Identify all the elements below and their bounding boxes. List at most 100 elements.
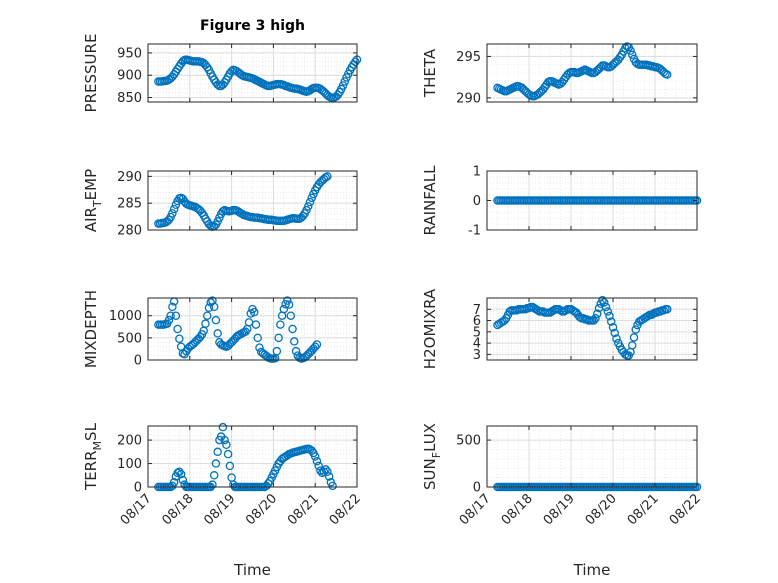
data-point: [608, 323, 618, 332]
data-series: [493, 196, 702, 205]
data-point: [288, 324, 297, 334]
panel-mixdepth: 0 500 1000 MIXDEPTH: [82, 290, 358, 369]
data-point: [204, 303, 214, 312]
data-point: [173, 324, 182, 334]
y-tick-label: 900: [117, 69, 142, 84]
data-point: [202, 311, 212, 320]
axes-box: [486, 43, 698, 103]
x-tick-label: 08/19: [541, 491, 578, 528]
data-point: [211, 459, 221, 468]
data-point: [286, 311, 296, 320]
y-tick-label: 850: [117, 91, 142, 106]
data-point: [303, 202, 313, 211]
data-point: [222, 440, 231, 450]
y-tick-label: 1000: [109, 309, 142, 324]
y-tick-label: 285: [117, 197, 142, 212]
data-point: [314, 461, 323, 471]
x-axis-label: Time: [233, 561, 271, 579]
x-tick-label: 08/19: [201, 491, 238, 528]
y-tick-label: 3: [473, 348, 481, 363]
data-point: [629, 333, 639, 342]
data-point: [164, 315, 174, 325]
chart-title: Figure 3 high: [200, 18, 305, 34]
data-point: [328, 481, 337, 491]
data-point: [321, 465, 330, 474]
y-tick-label: 290: [117, 170, 142, 185]
y-axis-label: AIRTEMP: [82, 169, 104, 232]
grid-lines: [486, 426, 698, 488]
data-series: [154, 296, 322, 363]
y-axis-label: SUNFLUX: [421, 423, 443, 490]
data-point: [312, 456, 322, 466]
y-tick-label: 0: [134, 354, 142, 369]
y-tick-label: 0: [473, 481, 481, 496]
y-tick-label: 500: [456, 434, 481, 449]
data-point: [274, 333, 283, 343]
data-point: [610, 328, 620, 338]
data-point: [663, 305, 672, 314]
data-point: [605, 311, 614, 321]
panel-pressure: 850 900 950 PRESSURE Figure 3 high: [82, 18, 362, 113]
data-point: [168, 209, 177, 218]
x-tick-label: 08/22: [667, 491, 704, 528]
y-tick-label: 0: [134, 481, 142, 496]
y-tick-label: 950: [117, 46, 142, 61]
axes-box: [147, 297, 358, 361]
data-point: [276, 320, 285, 329]
data-point: [209, 302, 219, 312]
y-tick-label: 100: [117, 457, 142, 472]
data-point: [253, 333, 262, 343]
data-point: [663, 70, 672, 79]
y-axis-label: RAINFALL: [421, 165, 439, 236]
grid-lines: [486, 297, 698, 360]
data-point: [251, 320, 261, 329]
data-point: [209, 471, 219, 480]
data-point: [220, 435, 229, 445]
data-point: [169, 204, 179, 214]
data-point: [166, 311, 175, 320]
data-point: [631, 325, 641, 334]
data-point: [593, 309, 602, 319]
data-series: [154, 172, 332, 232]
x-tick-label: 08/20: [243, 491, 280, 528]
data-point: [612, 334, 621, 343]
data-point: [589, 316, 599, 325]
x-tick-label: 08/18: [160, 491, 197, 528]
panel-rainfall: -1 0 1 RAINFALL: [421, 165, 702, 239]
data-point: [169, 478, 179, 487]
data-point: [223, 449, 233, 459]
data-point: [607, 317, 616, 326]
data-point: [319, 467, 329, 476]
data-point: [600, 298, 609, 307]
data-point: [218, 422, 228, 432]
data-point: [284, 300, 294, 309]
data-point: [279, 304, 289, 314]
data-point: [312, 340, 322, 349]
panel-terr_msl: 0 100 200 08/17 08/18 08/19 08/20 08/21 08/22 Tim…: [82, 422, 364, 579]
y-tick-label: -1: [468, 224, 481, 239]
data-point: [168, 302, 177, 312]
y-axis-label: TERRMSL: [82, 422, 104, 491]
data-series: [493, 42, 672, 101]
axes-box: [486, 425, 698, 488]
data-point: [225, 461, 235, 471]
data-point: [338, 81, 348, 90]
y-tick-label: 6: [473, 314, 481, 329]
data-point: [283, 296, 292, 305]
data-point: [213, 447, 222, 457]
data-point: [321, 173, 330, 182]
data-point: [643, 311, 653, 321]
y-axis-label: THETA: [421, 48, 439, 98]
y-tick-label: 0: [473, 194, 481, 209]
axes-box: [147, 425, 358, 488]
panel-air_temp: 280 285 290 AIRTEMP: [82, 169, 358, 239]
panel-theta: 290 295 THETA: [421, 42, 698, 106]
data-point: [206, 221, 215, 230]
data-point: [213, 329, 222, 338]
y-tick-label: 4: [473, 337, 481, 352]
x-axis-label: Time: [573, 561, 611, 579]
data-point: [305, 197, 315, 207]
panel-sun_flux: 0 500 08/17 08/18 08/19 08/20 08/21 08/22 Time SU…: [421, 423, 704, 579]
y-axis-label: PRESSURE: [82, 34, 100, 113]
